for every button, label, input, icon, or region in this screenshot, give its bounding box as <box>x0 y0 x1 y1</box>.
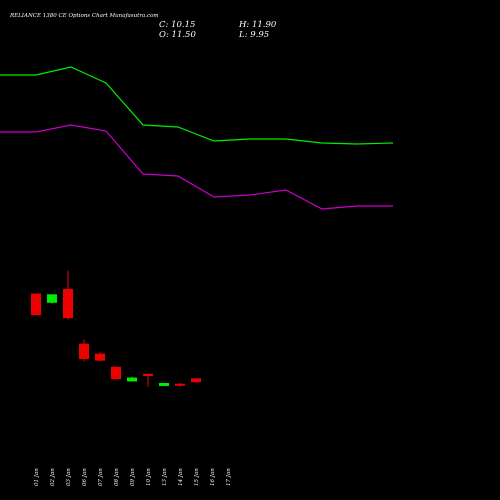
overlay-lines <box>0 66 394 210</box>
x-tick-label: 10 Jan <box>146 468 152 486</box>
x-tick-label: 17 Jan <box>226 468 232 486</box>
x-tick-label: 02 Jan <box>50 468 56 486</box>
high-value: H: 11.90 <box>238 20 277 30</box>
candle-body <box>63 288 73 319</box>
x-tick-label: 01 Jan <box>34 468 40 486</box>
candle-10-jan <box>143 373 153 387</box>
candle-body <box>47 294 57 303</box>
candle-body <box>31 293 41 316</box>
candle-02-jan <box>47 294 57 304</box>
candle-03-jan <box>63 270 73 320</box>
x-tick-label: 06 Jan <box>82 468 88 486</box>
candle-body <box>143 373 153 377</box>
x-tick-label: 03 Jan <box>66 468 72 486</box>
candle-body <box>79 343 89 360</box>
candle-body <box>95 353 105 361</box>
candle-body <box>111 366 121 380</box>
overlay-line-2 <box>0 124 393 210</box>
candle-14-jan <box>175 382 185 387</box>
x-axis-labels: 01 Jan 02 Jan 03 Jan 06 Jan 07 Jan 08 Jan 09 J… <box>34 468 232 486</box>
x-tick-label: 16 Jan <box>210 468 216 486</box>
candle-15-jan <box>191 378 201 383</box>
chart-title: RELIANCE 1380 CE Options Chart Munafasut… <box>9 13 159 19</box>
candle-body <box>175 383 185 386</box>
candle-09-jan <box>127 376 137 382</box>
candle-08-jan <box>111 366 121 380</box>
candle-body <box>159 382 169 387</box>
candle-body <box>191 378 201 383</box>
open-value: O: 11.50 <box>159 30 196 40</box>
x-tick-label: 08 Jan <box>114 468 120 486</box>
low-value: L: 9.95 <box>238 30 269 40</box>
candle-body <box>127 377 137 382</box>
candle-07-jan <box>95 352 105 362</box>
candle-13-jan <box>159 382 169 387</box>
overlay-line-1 <box>0 66 394 145</box>
candlesticks <box>31 270 201 387</box>
candle-01-jan <box>31 293 41 316</box>
close-value: C: 10.15 <box>159 20 195 30</box>
candle-06-jan <box>79 339 89 362</box>
x-tick-label: 13 Jan <box>162 468 168 486</box>
x-tick-label: 07 Jan <box>98 468 104 486</box>
x-tick-label: 14 Jan <box>178 468 184 486</box>
x-tick-label: 15 Jan <box>194 468 200 486</box>
x-tick-label: 09 Jan <box>130 468 136 486</box>
